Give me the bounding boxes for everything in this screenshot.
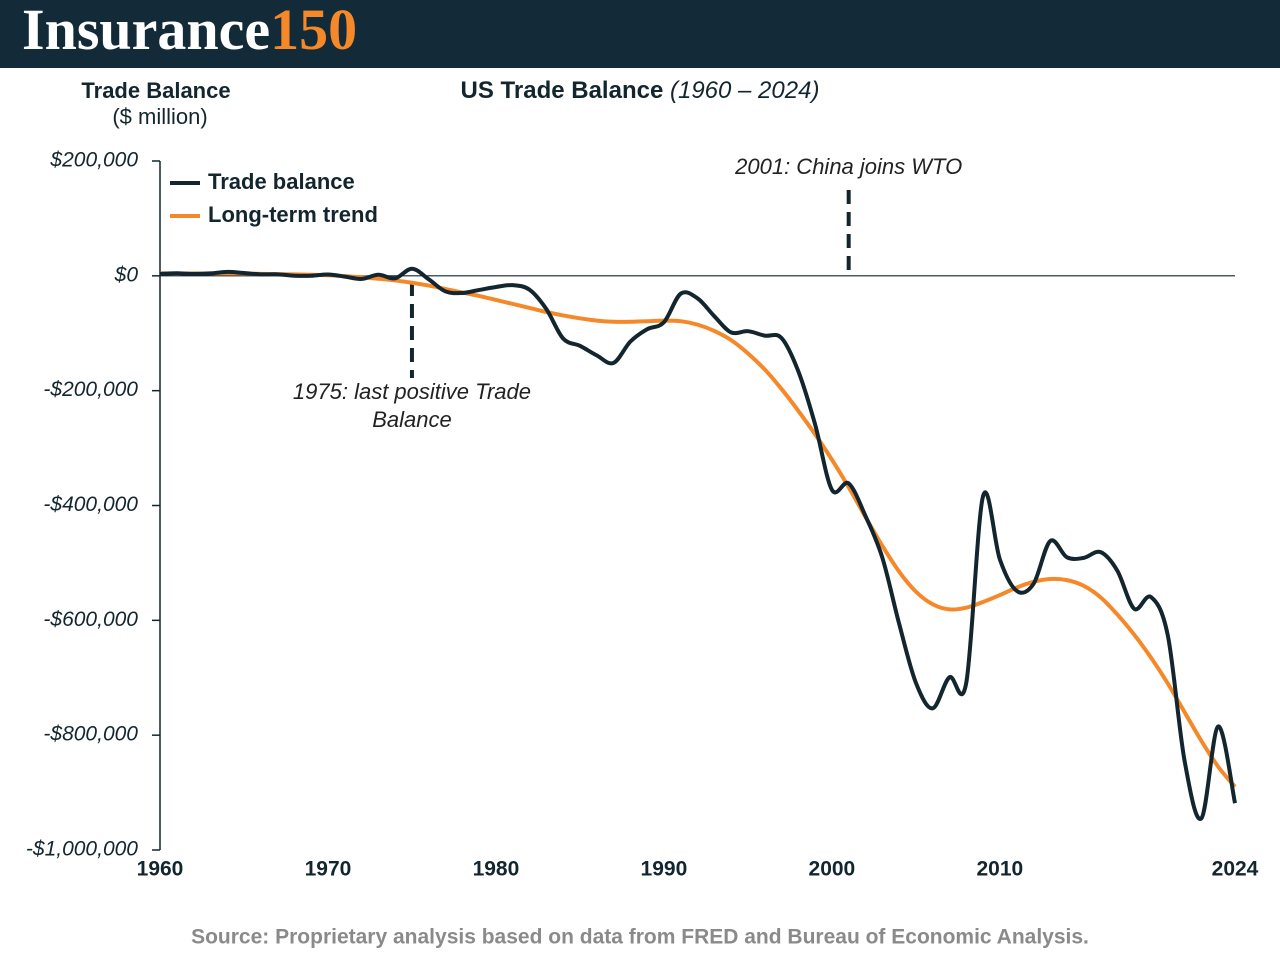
y-axis-title: Trade Balance bbox=[81, 78, 230, 103]
logo-brand: Insurance bbox=[22, 0, 270, 62]
legend-label: Long-term trend bbox=[208, 202, 378, 227]
legend-label: Trade balance bbox=[208, 169, 355, 194]
series-line bbox=[159, 266, 1237, 821]
x-tick-label: 1960 bbox=[137, 858, 184, 881]
x-tick-label: 1990 bbox=[641, 858, 688, 881]
source: Source: Proprietary analysis based on da… bbox=[191, 926, 1089, 949]
x-tick-label: 1970 bbox=[305, 858, 352, 881]
x-tick-label: 2010 bbox=[976, 858, 1023, 881]
y-tick-label: -$600,000 bbox=[43, 608, 138, 631]
y-tick-label: -$200,000 bbox=[43, 378, 138, 401]
title-group: US Trade Balance (1960 – 2024) bbox=[461, 77, 820, 104]
annotation: 1975: last positive Trade Balance bbox=[292, 379, 531, 432]
logo-number: 150 bbox=[270, 0, 357, 62]
y-tick-label: $0 bbox=[114, 263, 139, 286]
x-tick-label: 2000 bbox=[809, 858, 856, 881]
logo: Insurance150 bbox=[22, 0, 357, 62]
header-bar bbox=[0, 0, 1280, 68]
y-tick-label: $200,000 bbox=[49, 149, 138, 172]
x-tick-label: 1980 bbox=[473, 858, 520, 881]
y-tick-label: -$400,000 bbox=[43, 493, 138, 516]
series-line bbox=[160, 271, 1237, 789]
annotation: 2001: China joins WTO bbox=[734, 154, 962, 179]
y-axis-unit: ($ million) bbox=[112, 104, 207, 129]
chart-subtitle: (1960 – 2024) bbox=[670, 77, 819, 104]
y-tick-label: -$1,000,000 bbox=[26, 838, 138, 861]
y-tick-label: -$800,000 bbox=[43, 723, 138, 746]
x-tick-label: 2024 bbox=[1212, 858, 1259, 881]
chart-title: US Trade Balance bbox=[461, 77, 664, 104]
